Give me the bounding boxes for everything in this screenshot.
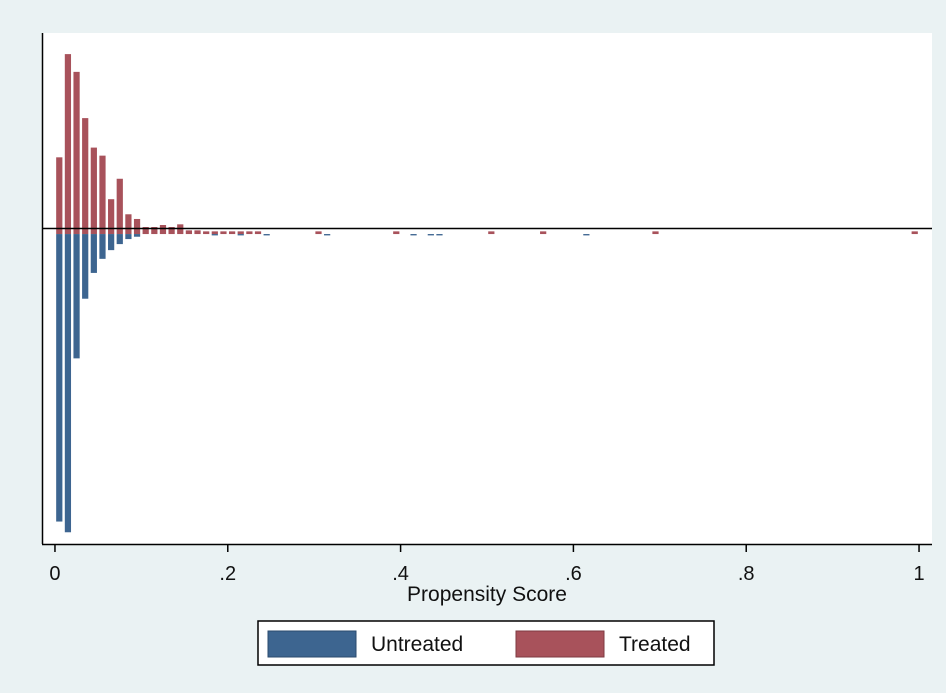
bar-treated-21 bbox=[237, 231, 244, 235]
x-axis-ticks: 0 .2 .4 .6 .8 1 bbox=[49, 544, 925, 585]
bar-treated-19 bbox=[220, 231, 227, 235]
bar-treated-7 bbox=[116, 178, 123, 235]
bar-treated-5 bbox=[99, 155, 106, 235]
bar-treated-18 bbox=[211, 231, 218, 235]
bar-treated-23 bbox=[254, 231, 262, 235]
bar-treated-4 bbox=[90, 147, 97, 235]
bar-untreated-17 bbox=[583, 234, 590, 236]
legend-swatch-treated bbox=[515, 630, 605, 658]
x-tick-label-5: 1 bbox=[913, 563, 924, 585]
bar-untreated-3 bbox=[82, 234, 89, 299]
bar-treated-22 bbox=[246, 231, 253, 235]
bar-untreated-2 bbox=[73, 234, 80, 359]
bar-untreated-9 bbox=[133, 234, 141, 237]
plot-area bbox=[42, 33, 932, 544]
bar-treated-1 bbox=[64, 54, 72, 235]
x-tick-label-0: 0 bbox=[49, 563, 60, 585]
bar-treated-0 bbox=[56, 157, 63, 235]
x-axis-title: Propensity Score bbox=[407, 583, 567, 606]
bar-untreated-1 bbox=[64, 234, 72, 533]
bar-treated-9 bbox=[133, 218, 141, 235]
untreated-bars bbox=[56, 234, 590, 533]
bar-untreated-14 bbox=[410, 234, 417, 236]
bar-untreated-11 bbox=[237, 234, 244, 236]
bar-untreated-7 bbox=[116, 234, 123, 245]
bar-untreated-15 bbox=[427, 234, 434, 236]
bar-treated-28 bbox=[652, 231, 659, 235]
bar-treated-25 bbox=[393, 231, 400, 235]
legend-label-untreated: Untreated bbox=[371, 633, 463, 656]
bar-untreated-16 bbox=[436, 234, 443, 236]
bar-treated-10 bbox=[142, 227, 149, 235]
bar-untreated-4 bbox=[90, 234, 97, 273]
bar-treated-15 bbox=[185, 230, 192, 235]
treated-bars bbox=[56, 54, 918, 235]
x-tick-label-3: .6 bbox=[565, 563, 582, 585]
bar-treated-3 bbox=[82, 118, 89, 235]
bar-untreated-8 bbox=[125, 234, 132, 240]
bar-treated-17 bbox=[203, 231, 210, 235]
bar-untreated-0 bbox=[56, 234, 63, 522]
bar-treated-11 bbox=[151, 227, 158, 235]
legend: Untreated Treated bbox=[257, 620, 715, 666]
bar-treated-29 bbox=[911, 231, 918, 235]
bar-untreated-12 bbox=[263, 234, 270, 236]
bar-treated-6 bbox=[108, 199, 115, 235]
bar-treated-12 bbox=[159, 225, 167, 235]
bar-treated-16 bbox=[194, 230, 201, 235]
bar-treated-24 bbox=[315, 231, 322, 235]
x-tick-label-4: .8 bbox=[738, 563, 755, 585]
legend-swatch-untreated bbox=[267, 630, 357, 658]
bar-untreated-5 bbox=[99, 234, 106, 259]
bar-treated-26 bbox=[488, 231, 495, 235]
x-tick-label-1: .2 bbox=[219, 563, 236, 585]
bar-treated-2 bbox=[73, 71, 80, 235]
bar-treated-27 bbox=[540, 231, 547, 235]
legend-label-treated: Treated bbox=[619, 633, 691, 656]
bar-treated-13 bbox=[168, 227, 175, 235]
bar-untreated-13 bbox=[324, 234, 331, 236]
bar-treated-20 bbox=[228, 231, 236, 235]
bar-untreated-10 bbox=[211, 234, 218, 236]
bar-untreated-6 bbox=[108, 234, 115, 251]
bar-treated-8 bbox=[125, 214, 132, 235]
legend-box bbox=[257, 620, 715, 666]
x-tick-label-2: .4 bbox=[392, 563, 409, 585]
